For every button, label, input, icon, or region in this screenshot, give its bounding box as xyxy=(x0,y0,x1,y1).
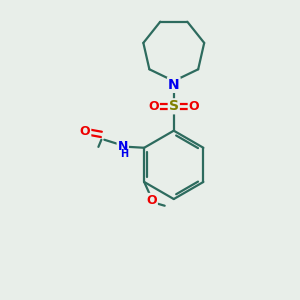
Text: S: S xyxy=(169,99,179,113)
Text: O: O xyxy=(148,100,159,113)
Text: O: O xyxy=(189,100,199,113)
Text: N: N xyxy=(118,140,128,153)
Text: O: O xyxy=(80,125,90,138)
Text: O: O xyxy=(146,194,157,207)
Text: N: N xyxy=(168,78,180,92)
Text: H: H xyxy=(120,149,128,159)
